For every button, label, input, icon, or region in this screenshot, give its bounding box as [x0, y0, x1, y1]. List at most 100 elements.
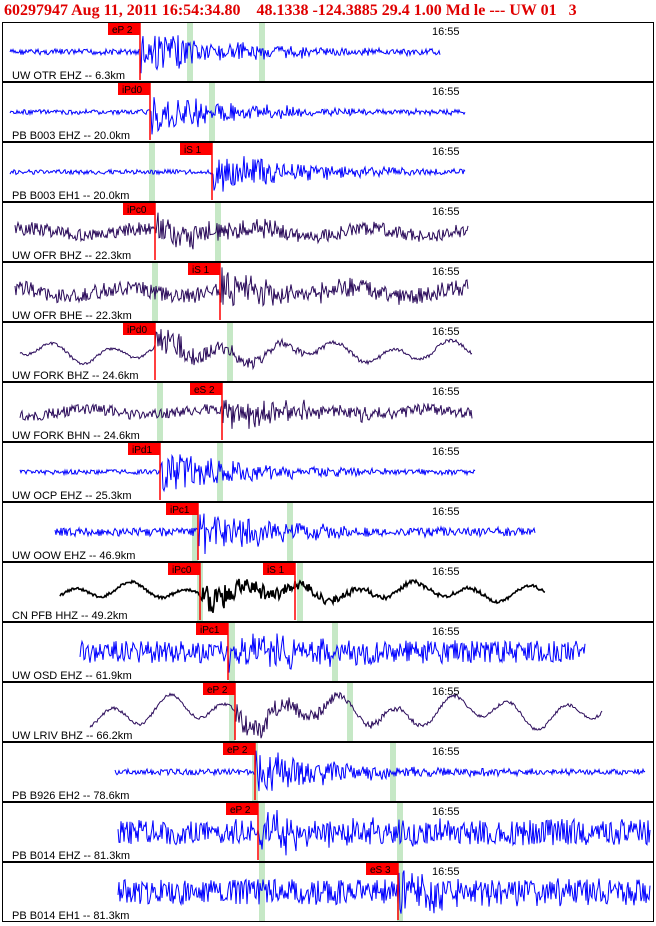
pick-window-marker: [347, 683, 353, 741]
station-channel-label: PB B003 EH1 -- 20.0km: [12, 190, 129, 202]
time-tick-label: 16:55: [432, 806, 460, 818]
event-magnitude: 1.00: [413, 2, 442, 19]
trace-panel[interactable]: eP 2 16:55 UW LRIV BHZ -- 66.2km: [2, 682, 654, 743]
pick-window-marker: [259, 863, 265, 921]
trace-panel-border: [2, 202, 654, 262]
pick-window-marker: [287, 503, 293, 561]
trace-panel-border: [2, 82, 654, 142]
phase-pick-flag[interactable]: [263, 563, 295, 575]
event-extra: 3: [568, 2, 577, 19]
phase-pick-flag[interactable]: [203, 683, 235, 695]
trace-panel[interactable]: iPc0 iS 1 16:55 CN PFB HHZ -- 49.2km: [2, 562, 654, 623]
phase-pick-label: iPc0: [127, 205, 147, 216]
station-channel-label: PB B014 EHZ -- 81.3km: [12, 850, 130, 862]
station-channel-label: UW FORK BHN -- 24.6km: [12, 430, 140, 442]
seismogram-waveform: [14, 267, 469, 307]
trace-panel[interactable]: eP 2 16:55 UW OTR EHZ -- 6.3km: [2, 22, 654, 83]
time-tick-label: 16:55: [432, 206, 460, 218]
station-channel-label: UW OSD EHZ -- 61.9km: [12, 670, 132, 682]
phase-pick-flag[interactable]: [180, 143, 212, 155]
phase-pick-label: iPd0: [122, 85, 142, 96]
time-tick-label: 16:55: [432, 446, 460, 458]
trace-panel[interactable]: iS 1 16:55 UW OFR BHE -- 22.3km: [2, 262, 654, 323]
station-channel-label: UW OOW EHZ -- 46.9km: [12, 550, 135, 562]
trace-panel[interactable]: iPd0 16:55 UW FORK BHZ -- 24.6km: [2, 322, 654, 383]
seismogram-waveform: [19, 399, 473, 429]
phase-pick-label: iS 1: [184, 145, 202, 156]
event-datetime: Aug 11, 2011 16:54:34.80: [71, 2, 241, 19]
pick-window-marker: [209, 83, 215, 141]
phase-pick-flag[interactable]: [366, 863, 398, 875]
time-tick-label: 16:55: [432, 686, 460, 698]
pick-window-marker: [227, 323, 233, 381]
phase-pick-flag[interactable]: [226, 803, 258, 815]
time-tick-label: 16:55: [432, 86, 460, 98]
trace-panel[interactable]: eS 3 16:55 PB B014 EH1 -- 81.3km: [2, 862, 654, 923]
event-version: 01: [540, 2, 557, 19]
phase-pick-label: iS 1: [192, 265, 210, 276]
trace-panel[interactable]: iPd1 16:55 UW OCP EHZ -- 25.3km: [2, 442, 654, 503]
station-channel-label: PB B003 EHZ -- 20.0km: [12, 130, 130, 142]
trace-panel-border: [2, 442, 654, 502]
station-channel-label: CN PFB HHZ -- 49.2km: [12, 610, 128, 622]
seismogram-waveform: [79, 633, 586, 673]
time-tick-label: 16:55: [432, 866, 460, 878]
seismogram-waveform: [9, 156, 466, 192]
phase-pick-flag[interactable]: [188, 263, 220, 275]
trace-panel[interactable]: iS 1 16:55 PB B003 EH1 -- 20.0km: [2, 142, 654, 203]
phase-pick-flag[interactable]: [123, 203, 155, 215]
pick-window-marker: [187, 23, 193, 81]
trace-panel[interactable]: eP 2 16:55 PB B926 EH2 -- 78.6km: [2, 742, 654, 803]
seismogram-waveform: [89, 691, 603, 739]
trace-panel-border: [2, 742, 654, 802]
phase-pick-flag[interactable]: [108, 23, 140, 35]
pick-window-marker: [229, 623, 235, 681]
event-header: 60297947 Aug 11, 2011 16:54:34.80 48.133…: [0, 0, 656, 22]
phase-pick-flag[interactable]: [190, 383, 222, 395]
phase-pick-flag[interactable]: [128, 443, 160, 455]
time-tick-label: 16:55: [432, 326, 460, 338]
trace-panel-border: [2, 382, 654, 442]
trace-panel-border: [2, 322, 654, 382]
phase-pick-label: eS 3: [370, 865, 391, 876]
phase-pick-label: eP 2: [112, 25, 133, 36]
event-network: UW: [509, 2, 537, 19]
phase-pick-flag[interactable]: [196, 623, 228, 635]
trace-panel[interactable]: iPc1 16:55 UW OSD EHZ -- 61.9km: [2, 622, 654, 683]
seismogram-waveform: [117, 809, 651, 856]
trace-panel-border: [2, 622, 654, 682]
time-tick-label: 16:55: [432, 566, 460, 578]
phase-pick-flag[interactable]: [118, 83, 150, 95]
pick-window-marker: [259, 803, 265, 861]
seismogram-waveform: [19, 329, 473, 371]
seismogram-waveform: [114, 750, 646, 792]
trace-panel[interactable]: eS 2 16:55 UW FORK BHN -- 24.6km: [2, 382, 654, 443]
trace-panel[interactable]: iPd0 16:55 PB B003 EHZ -- 20.0km: [2, 82, 654, 143]
phase-pick-label: iPc1: [170, 505, 190, 516]
phase-pick-flag[interactable]: [166, 503, 198, 515]
trace-panel[interactable]: eP 2 16:55 PB B014 EHZ -- 81.3km: [2, 802, 654, 863]
phase-pick-flag[interactable]: [123, 323, 155, 335]
phase-pick-label: iPd1: [132, 445, 152, 456]
time-tick-label: 16:55: [432, 506, 460, 518]
trace-panel[interactable]: iPc1 16:55 UW OOW EHZ -- 46.9km: [2, 502, 654, 563]
seismogram-waveform: [9, 97, 466, 135]
phase-pick-flag[interactable]: [168, 563, 200, 575]
trace-panel-border: [2, 682, 654, 742]
time-tick-label: 16:55: [432, 26, 460, 38]
station-channel-label: UW OFR BHZ -- 22.3km: [12, 250, 131, 262]
time-tick-label: 16:55: [432, 386, 460, 398]
trace-panel-border: [2, 262, 654, 322]
trace-panel-border: [2, 502, 654, 562]
trace-panel[interactable]: iPc0 16:55 UW OFR BHZ -- 22.3km: [2, 202, 654, 263]
seismogram-waveform: [9, 35, 441, 74]
station-channel-label: PB B014 EH1 -- 81.3km: [12, 910, 129, 922]
trace-panel-border: [2, 562, 654, 622]
phase-pick-flag[interactable]: [223, 743, 255, 755]
event-lon: -124.3885: [312, 2, 378, 19]
station-channel-label: UW OCP EHZ -- 25.3km: [12, 490, 132, 502]
event-summary-text: 60297947 Aug 11, 2011 16:54:34.80 48.133…: [4, 2, 577, 20]
station-channel-label: UW OFR BHE -- 22.3km: [12, 310, 132, 322]
trace-panel-border: [2, 802, 654, 862]
time-tick-label: 16:55: [432, 626, 460, 638]
